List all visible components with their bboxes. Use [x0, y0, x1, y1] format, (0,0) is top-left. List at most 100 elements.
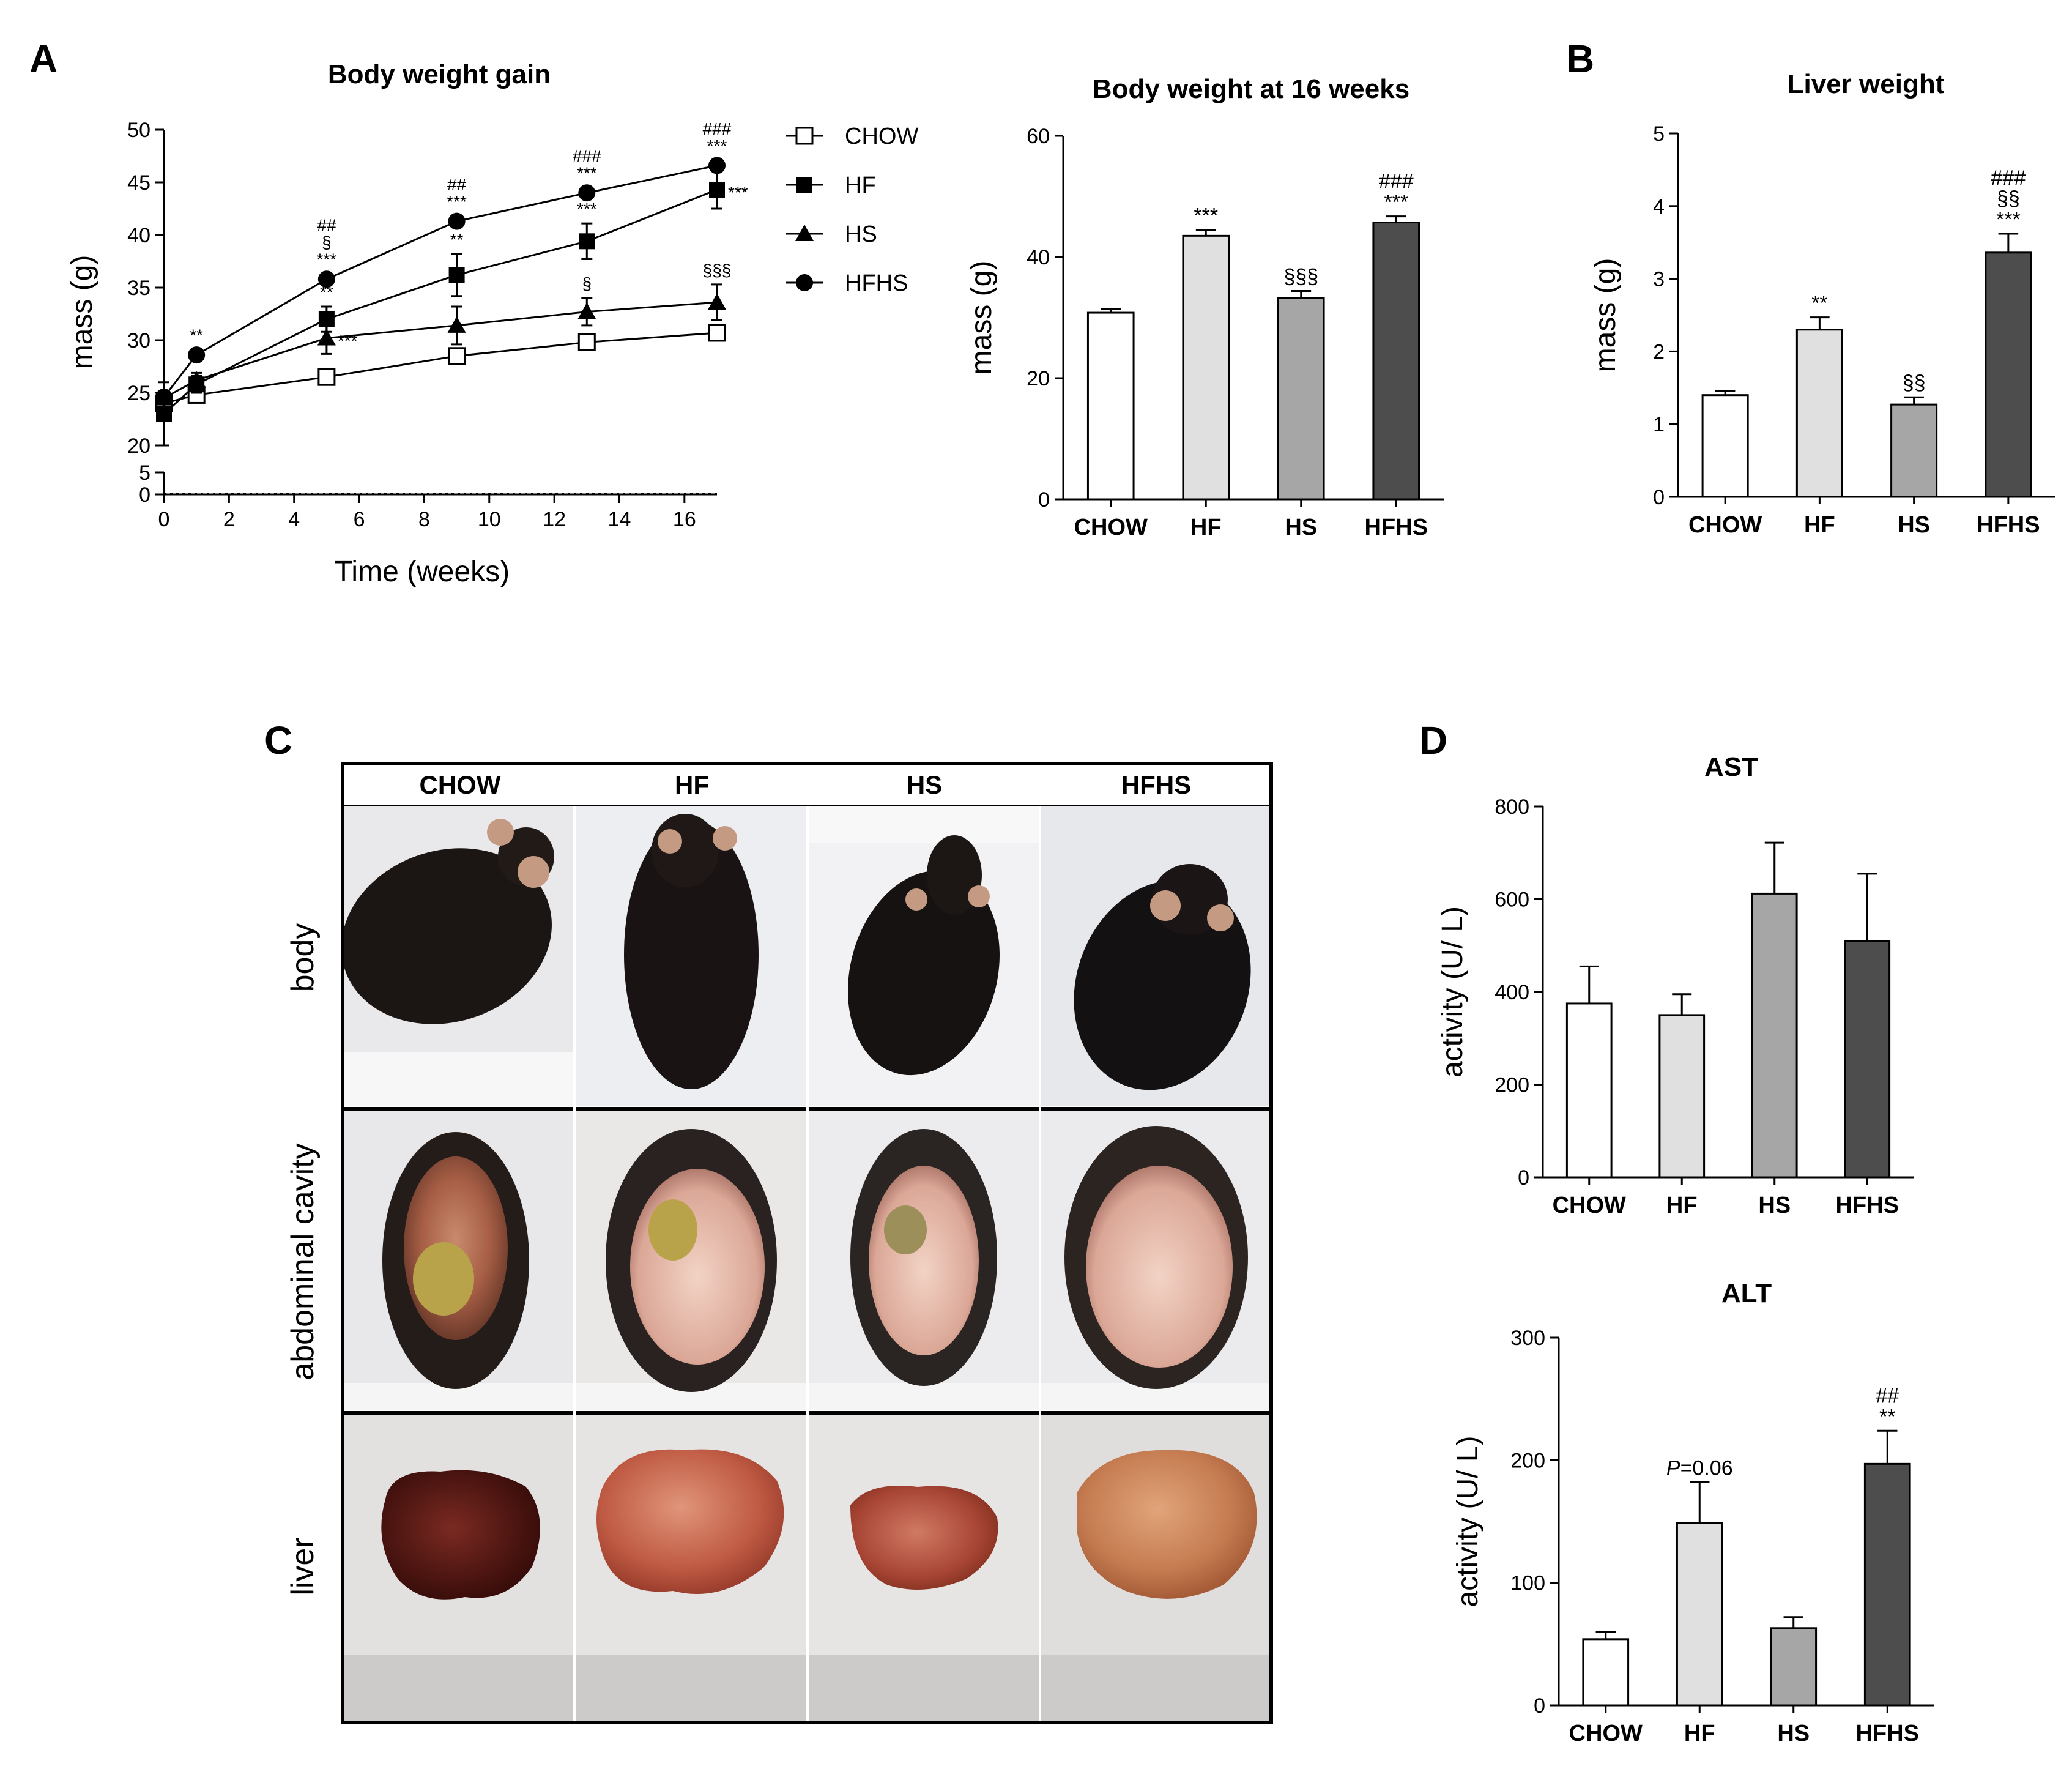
- body-weight-gain-legend-label-hf: HF: [845, 173, 876, 198]
- alt-bar-hfhs: [1863, 1462, 1911, 1707]
- alt-category-hf: HF: [1684, 1721, 1715, 1746]
- liver-weight-chart: Liver weight 0 1 2 3 4 5 mass (g) CHOW HF ** HS §§ HF…: [1589, 69, 2055, 538]
- mouse-body-hs: [848, 870, 1000, 1076]
- mouse-body-chow: [341, 848, 552, 1024]
- body-weight-gain-xtick-label-14: 14: [608, 508, 631, 531]
- body-weight-gain-point-chow-17: [708, 324, 726, 342]
- body-weight-gain-annotation-6-1: ***: [577, 164, 597, 183]
- body-weight-gain-legend-marker-hf: [796, 177, 812, 193]
- body-weight-gain-point-hs-9: [447, 316, 466, 333]
- body-weight-16w-category-chow: CHOW: [1074, 515, 1148, 540]
- body-weight-gain-point-hf-17: [709, 182, 725, 198]
- ast-ytick-label-600: 600: [1495, 888, 1529, 912]
- body-weight-gain-ylabel: mass (g): [66, 255, 98, 370]
- alt-title: ALT: [1721, 1278, 1772, 1308]
- panel-letter-b: B: [1566, 37, 1594, 81]
- body-weight-gain-series-chow: [155, 324, 726, 412]
- body-weight-gain-point-hf-13: [579, 233, 595, 250]
- body-weight-gain-annotation-6-0: ###: [573, 147, 601, 166]
- body-weight-gain-xtick-label-4: 4: [288, 508, 300, 531]
- body-weight-gain-annotation-0-0: **: [190, 326, 203, 344]
- body-weight-gain-point-chow-5: [317, 368, 336, 386]
- alt-category-hfhs: HFHS: [1856, 1721, 1919, 1746]
- liver-weight-ylabel: mass (g): [1589, 258, 1622, 373]
- body-weight-gain-point-hs-5: [317, 329, 336, 346]
- alt-category-chow: CHOW: [1569, 1721, 1643, 1746]
- body-weight-gain-xtick-label-10: 10: [478, 508, 501, 531]
- alt-bar-chow: [1582, 1638, 1630, 1707]
- body-weight-gain-ytick-label-35: 35: [127, 277, 150, 300]
- body-weight-gain-xtick-label-16: 16: [673, 508, 696, 531]
- panel-letter-c: C: [264, 718, 292, 762]
- liver-weight-annotation-hfhs-2: ***: [1996, 208, 2021, 231]
- photo-row-label-liver: liver: [285, 1537, 321, 1595]
- alt-bar-hs: [1770, 1627, 1818, 1707]
- body-weight-gain-ytick-low-label-5: 5: [139, 461, 150, 485]
- body-weight-gain-point-hfhs-13: [578, 184, 596, 202]
- photo-panel: CHOW HF HS HFHS: [285, 762, 1273, 1724]
- liver-weight-ytick-label-3: 3: [1653, 268, 1665, 291]
- body-weight-16w-annotation-hfhs-1: ***: [1384, 191, 1408, 214]
- body-weight-16w-category-hs: HS: [1285, 515, 1317, 540]
- body-weight-16w-annotation-hfhs-0: ###: [1379, 170, 1414, 193]
- ast-ylabel: activity (U/ L): [1436, 906, 1469, 1078]
- body-weight-16w-category-hf: HF: [1190, 515, 1222, 540]
- body-weight-16w-ylabel: mass (g): [965, 261, 998, 375]
- body-weight-16w-ytick-label-20: 20: [1027, 367, 1050, 390]
- liver-weight-category-hf: HF: [1804, 512, 1835, 538]
- ast-ytick-label-400: 400: [1495, 981, 1529, 1004]
- alt-category-hs: HS: [1777, 1721, 1810, 1746]
- body-weight-16w-bar-chow: [1086, 311, 1135, 501]
- liver-weight-category-chow: CHOW: [1688, 512, 1762, 538]
- photo-row-body: [341, 806, 1269, 1106]
- liver-weight-ytick-label-2: 2: [1653, 340, 1665, 363]
- body-weight-gain-annotation-4-1: ***: [447, 192, 467, 211]
- body-weight-16w-bar-hfhs: [1372, 222, 1420, 501]
- body-weight-gain-legend-marker-chow: [795, 127, 814, 145]
- body-weight-gain-annotation-5-0: **: [450, 230, 464, 249]
- liver-weight-ytick-label-5: 5: [1653, 122, 1665, 146]
- body-weight-gain-legend-label-hs: HS: [845, 222, 877, 247]
- body-weight-gain-xtick-label-2: 2: [223, 508, 235, 531]
- photo-row-label-abdominal-cavity: abdominal cavity: [285, 1143, 321, 1380]
- alt-ytick-label-200: 200: [1510, 1449, 1545, 1472]
- body-weight-16w-bar-hf: [1182, 234, 1230, 501]
- body-weight-gain-point-hf-9: [448, 267, 465, 283]
- body-weight-gain-annotation-9-0: ###: [703, 119, 732, 138]
- body-weight-gain-annotation-3: ***: [338, 332, 358, 351]
- body-weight-gain-ytick-low-label-0: 0: [139, 483, 150, 507]
- liver-weight-annotation-hfhs-0: ###: [1991, 166, 2026, 190]
- alt-ytick-label-100: 100: [1510, 1572, 1545, 1595]
- body-weight-gain-point-hfhs-0: [155, 388, 173, 406]
- body-weight-gain-xtick-label-12: 12: [543, 508, 566, 531]
- ast-ytick-label-200: 200: [1495, 1074, 1529, 1097]
- body-weight-gain-ytick-label-50: 50: [127, 119, 150, 142]
- body-weight-gain-legend-label-hfhs: HFHS: [845, 270, 908, 296]
- body-weight-gain-xlabel: Time (weeks): [335, 556, 510, 588]
- photo-row-label-body: body: [285, 923, 321, 993]
- body-weight-gain-annotation-1-2: ***: [317, 250, 337, 269]
- ast-ytick-label-800: 800: [1495, 795, 1529, 819]
- body-weight-16w-ytick-label-40: 40: [1027, 246, 1050, 269]
- body-weight-gain-point-hfhs-17: [708, 157, 726, 174]
- body-weight-gain-title: Body weight gain: [328, 59, 551, 89]
- liver-weight-ytick-label-0: 0: [1653, 486, 1665, 509]
- body-weight-16w-bar-hs: [1277, 297, 1325, 501]
- body-weight-gain-point-hfhs-1: [188, 346, 206, 364]
- ast-category-hs: HS: [1758, 1193, 1791, 1218]
- alt-ylabel: activity (U/ L): [1452, 1436, 1484, 1607]
- body-weight-16w-category-hfhs: HFHS: [1365, 515, 1428, 540]
- alt-bar-hf: [1676, 1522, 1723, 1707]
- photo-frame: [341, 762, 1273, 1724]
- body-weight-gain-legend-marker-hfhs: [796, 274, 813, 291]
- body-weight-gain-line-chow: [163, 332, 718, 404]
- photo-header-bar: [341, 762, 1273, 808]
- body-weight-16w-ytick-label-60: 60: [1027, 125, 1050, 148]
- liver-weight-bar-hfhs: [1985, 251, 2032, 498]
- panel-letter-a: A: [29, 37, 58, 81]
- body-weight-gain-legend-marker-hs: [795, 225, 814, 241]
- liver-weight-bar-chow: [1701, 394, 1749, 498]
- body-weight-gain-ytick-label-25: 25: [127, 382, 150, 405]
